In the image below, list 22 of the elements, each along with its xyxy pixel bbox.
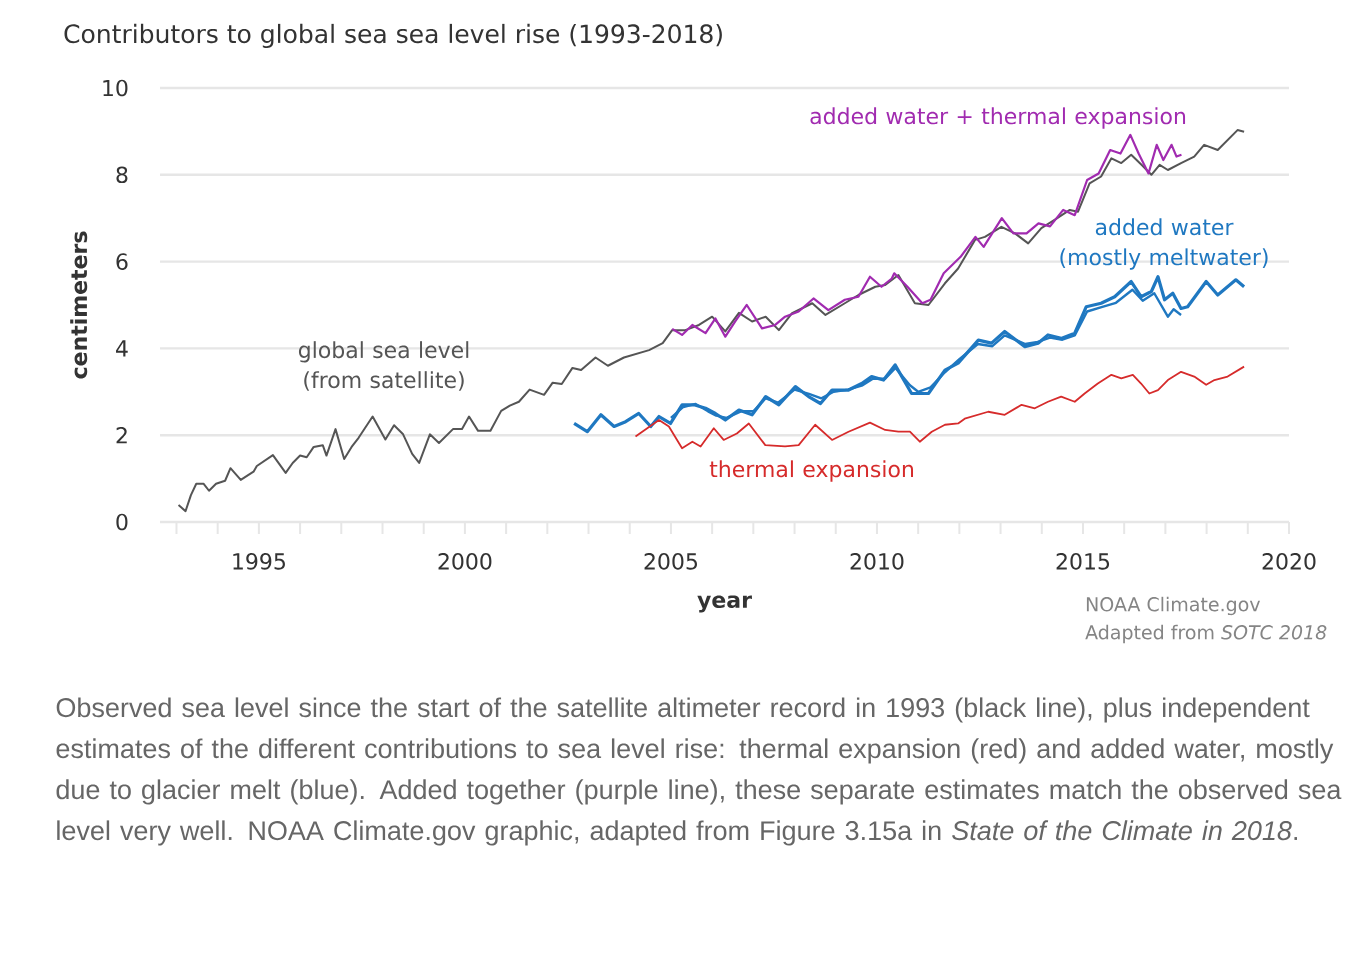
x-tick-label: 2010 [850,553,904,570]
text: Observed sea level since the start of the satellite altimeter record in 1993 (black line), plus independent estimates of the different contributions to sea level rise: thermal expansion (red) and added water, mostly due to glacier melt (blue). Added together (purple line), these separate estimates match the observed sea level very well. NOAA Climate.gov graphic, adapted from Figure 3.15a in State of the Climate in 2018. [56,697,1342,846]
x-tick-label: 2000 [438,553,492,570]
x-tick-label: 2015 [1056,553,1110,570]
y-tick-label: 8 [116,166,128,184]
text: NOAA Climate.gov [1086,596,1261,616]
y-axis-title: centimeters [70,231,88,379]
y-tick-label: 0 [116,513,128,531]
series-label: added water + thermal expansion [810,107,1186,129]
series-label: added water (mostly meltwater) [1060,218,1268,270]
y-tick-label: 6 [116,253,128,270]
x-axis-title: year [697,595,752,613]
series-label: global sea level (from satellite) [298,341,469,391]
x-tick-label: 2005 [644,553,697,570]
x-tick-label: 2020 [1262,553,1316,570]
text: Adapted from SOTC 2018 [1085,624,1327,644]
y-tick-label: 10 [103,79,128,97]
x-tick-label: 1995 [233,553,285,570]
series-label: thermal expansion [709,460,914,482]
chart-title: Contributors to global sea sea level rise (1993-2018) [64,23,722,49]
y-tick-label: 2 [116,427,127,444]
y-tick-label: 4 [116,340,128,357]
